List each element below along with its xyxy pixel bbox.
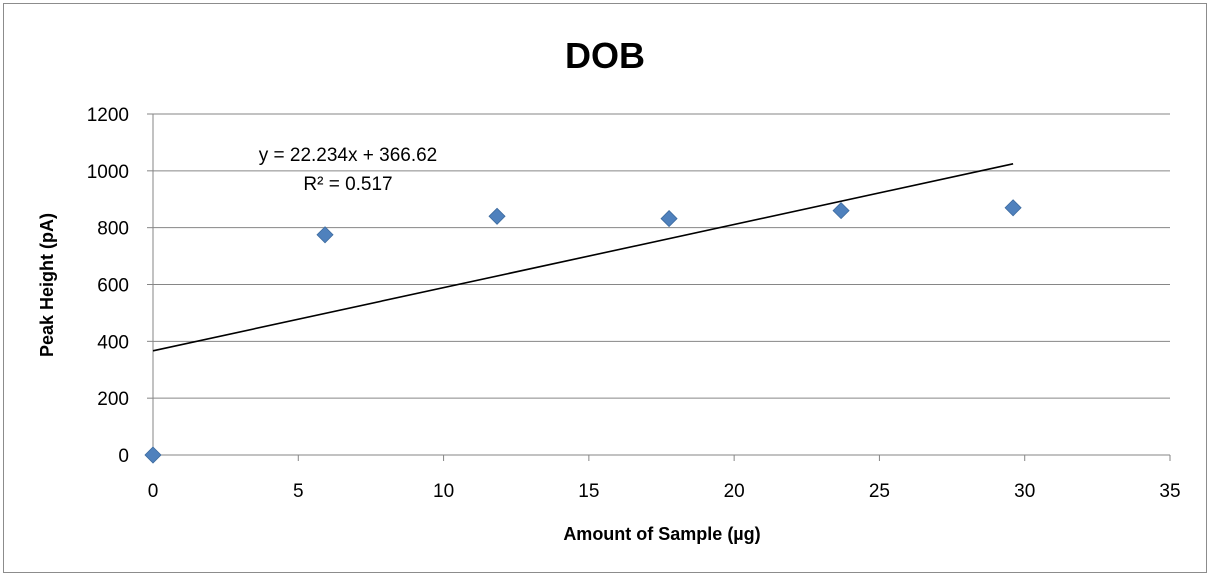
trendline-equation: y = 22.234x + 366.62 [259, 145, 438, 166]
trendline-r2: R² = 0.517 [303, 174, 392, 195]
data-point [660, 210, 678, 228]
data-point [144, 446, 162, 464]
x-tick-label: 35 [1159, 481, 1180, 502]
data-point [488, 207, 506, 225]
x-tick-label: 25 [869, 481, 890, 502]
y-tick-label: 1200 [87, 105, 129, 126]
y-tick-label: 200 [97, 389, 129, 410]
chart-title: DOB [565, 35, 645, 76]
y-tick-label: 600 [97, 276, 129, 297]
x-tick-labels: 0 5 10 15 20 25 30 35 [148, 481, 1181, 502]
x-tick-label: 10 [433, 481, 454, 502]
trendline-layer [152, 163, 1014, 352]
x-tick-label: 20 [724, 481, 745, 502]
y-tick-label: 1000 [87, 162, 129, 183]
trendline [152, 163, 1014, 352]
y-tick-labels: 0 200 400 600 800 1000 1200 [87, 105, 129, 467]
data-point [316, 226, 334, 244]
gridlines [153, 113, 1170, 399]
data-points [144, 199, 1022, 464]
x-tick-label: 5 [293, 481, 304, 502]
y-tick-label: 800 [97, 219, 129, 240]
x-tick-label: 15 [578, 481, 599, 502]
x-tick-label: 0 [148, 481, 159, 502]
chart-frame [3, 3, 1207, 573]
x-tick-label: 30 [1014, 481, 1035, 502]
x-axis-title: Amount of Sample (µg) [563, 524, 760, 544]
data-point [832, 202, 850, 220]
data-point [1004, 199, 1022, 217]
axes [147, 113, 1171, 461]
y-axis-title: Peak Height (pA) [37, 213, 57, 357]
y-tick-label: 0 [118, 446, 129, 467]
y-tick-label: 400 [97, 332, 129, 353]
